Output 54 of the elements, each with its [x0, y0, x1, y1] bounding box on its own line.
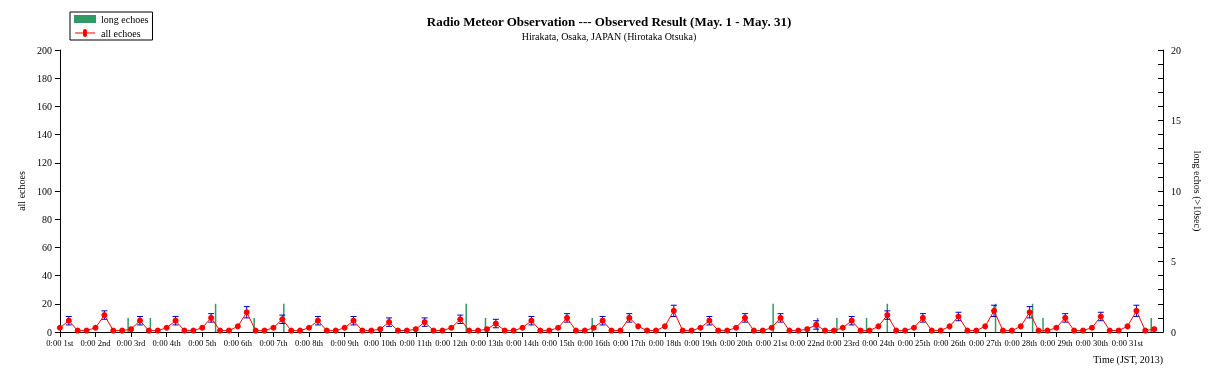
y2-tick-label: 10: [1171, 185, 1182, 197]
y-tick-label: 140: [36, 129, 52, 141]
y-tick-label: 100: [36, 185, 52, 197]
y-tick-label: 120: [36, 157, 52, 169]
x-tick-label: 0:00 12th: [435, 337, 469, 348]
x-tick-label: 0:00 5th: [188, 337, 218, 348]
x-tick-label: 0:00 18th: [648, 337, 682, 348]
x-tick-label: 0:00 29th: [1040, 337, 1074, 348]
x-tick-label: 0:00 2nd: [80, 337, 112, 348]
x-tick-label: 0:00 11th: [399, 337, 433, 348]
x-tick-label: 0:00 9th: [330, 337, 360, 348]
y-axis-title: all echoes: [15, 171, 27, 211]
x-tick-label: 0:00 19th: [684, 337, 718, 348]
x-tick-label: 0:00 25th: [897, 337, 931, 348]
chart-title: Radio Meteor Observation --- Observed Result (May. 1 - May. 31): [426, 14, 792, 29]
x-tick-label: 0:00 23rd: [826, 337, 860, 348]
y-tick-label: 180: [36, 72, 52, 84]
y2-tick-label: 20: [1171, 44, 1182, 56]
x-tick-label: 0:00 20th: [719, 337, 753, 348]
x-tick-label: 0:00 6th: [223, 337, 253, 348]
x-tick-label: 0:00 8th: [294, 337, 324, 348]
x-tick-label: 0:00 27th: [968, 337, 1003, 348]
chart-subtitle: Hirakata, Osaka, JAPAN (Hirotaka Otsuka): [521, 30, 697, 43]
x-tick-label: 0:00 16th: [577, 337, 611, 348]
x-tick-label: 0:00 15th: [541, 337, 576, 348]
legend-label: all echoes: [101, 27, 141, 39]
x-tick-label: 0:00 26th: [933, 337, 967, 348]
y2-tick-label: 15: [1171, 115, 1182, 126]
x-tick-label: 0:00 3rd: [116, 337, 147, 348]
y2-tick-label: 0: [1171, 326, 1177, 338]
x-tick-label: 0:00 21st: [755, 337, 788, 348]
x-tick-label: 0:00 30th: [1075, 337, 1109, 348]
y-tick-label: 40: [41, 270, 52, 282]
x-tick-label: 0:00 13th: [470, 337, 504, 348]
legend-label: long echoes: [101, 13, 149, 25]
x-tick-label: 0:00 31st: [1111, 337, 1144, 348]
x-tick-label: 0:00 14th: [506, 337, 540, 348]
x-tick-label: 0:00 1st: [46, 337, 75, 348]
y2-tick-label: 5: [1171, 256, 1177, 267]
y-tick-label: 80: [41, 213, 52, 225]
x-tick-label: 0:00 28th: [1004, 337, 1038, 348]
y2-axis-title: long echos (>10sec): [1190, 150, 1203, 232]
x-axis-title: Time (JST, 2013): [1093, 353, 1164, 366]
x-tick-label: 0:00 10th: [364, 337, 398, 348]
x-tick-label: 0:00 24th: [862, 337, 896, 348]
x-tick-label: 0:00 22nd: [790, 337, 826, 348]
y-tick-label: 200: [36, 44, 52, 56]
y-tick-label: 160: [36, 100, 52, 112]
x-tick-label: 0:00 4th: [152, 337, 182, 348]
y-tick-label: 20: [41, 298, 52, 310]
y-tick-label: 0: [46, 326, 52, 338]
x-tick-label: 0:00 17th: [613, 337, 647, 348]
y-tick-label: 60: [41, 241, 52, 253]
x-tick-label: 0:00 7th: [259, 337, 289, 348]
